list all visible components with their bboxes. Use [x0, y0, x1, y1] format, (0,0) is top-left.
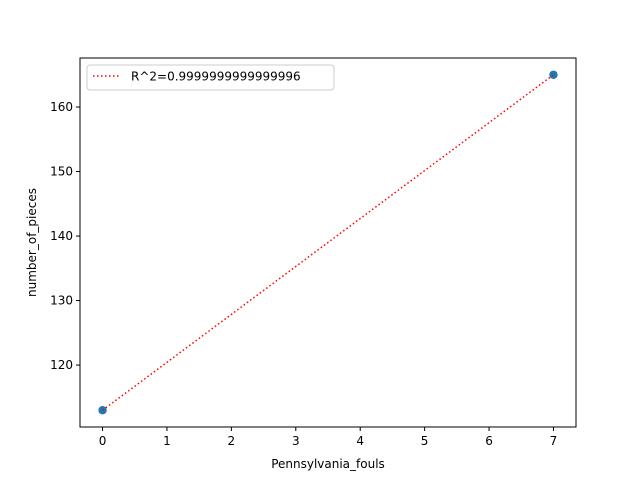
- x-tick-label: 4: [356, 434, 364, 448]
- fit-line: [102, 74, 554, 411]
- x-tick-label: 6: [485, 434, 493, 448]
- legend-box: [86, 64, 335, 91]
- x-tick-label: 7: [550, 434, 558, 448]
- x-tick-label: 1: [163, 434, 171, 448]
- x-tick-label: 0: [99, 434, 107, 448]
- y-tick-label: 130: [50, 294, 73, 308]
- scatter-point: [549, 70, 558, 79]
- x-tick-label: 2: [228, 434, 236, 448]
- x-tick-label: 5: [421, 434, 429, 448]
- y-tick-label: 140: [50, 229, 73, 243]
- x-axis-ticks: 0 1 2 3 4 5 6 7: [99, 427, 558, 448]
- series-layer: [98, 70, 558, 415]
- legend-label: R^2=0.9999999999999996: [131, 70, 301, 84]
- x-axis-label: Pennsylvania_fouls: [271, 457, 385, 471]
- x-tick-label: 3: [292, 434, 300, 448]
- legend: R^2=0.9999999999999996: [86, 64, 335, 91]
- y-tick-label: 160: [50, 100, 73, 114]
- y-axis-ticks: 120 130 140 150 160: [50, 100, 80, 372]
- y-tick-label: 150: [50, 165, 73, 179]
- y-axis-label: number_of_pieces: [25, 188, 39, 297]
- axes-frame: [79, 57, 577, 428]
- y-tick-label: 120: [50, 358, 73, 372]
